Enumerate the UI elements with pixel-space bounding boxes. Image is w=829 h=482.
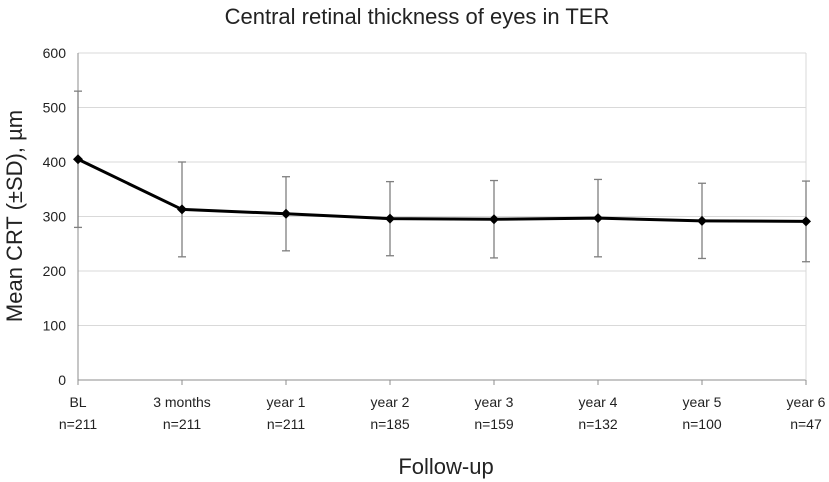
data-point-6 bbox=[697, 215, 707, 226]
x-category-2: year 1 bbox=[267, 394, 306, 410]
x-count-6: n=100 bbox=[682, 416, 722, 432]
y-tick-500: 500 bbox=[43, 100, 67, 116]
x-category-7: year 6 bbox=[787, 394, 826, 410]
series-line-0 bbox=[77, 157, 807, 223]
x-count-3: n=185 bbox=[370, 416, 410, 432]
x-axis-label: Follow-up bbox=[398, 454, 493, 479]
x-count-4: n=159 bbox=[474, 416, 514, 432]
data-point-2 bbox=[281, 208, 291, 219]
y-tick-200: 200 bbox=[43, 263, 67, 279]
y-tick-300: 300 bbox=[43, 209, 67, 225]
x-count-0: n=211 bbox=[59, 416, 97, 432]
error-bars bbox=[74, 90, 810, 263]
x-category-0: BL bbox=[69, 394, 86, 410]
data-point-4 bbox=[489, 214, 499, 225]
x-category-labels: BL n=211 3 months n=211 year 1 n=211 year 2 n=1… bbox=[59, 394, 826, 432]
x-count-5: n=132 bbox=[578, 416, 618, 432]
data-points bbox=[73, 154, 811, 227]
data-point-5 bbox=[593, 213, 603, 224]
x-count-7: n=47 bbox=[790, 416, 822, 432]
y-tick-0: 0 bbox=[58, 372, 66, 388]
gridlines bbox=[78, 52, 806, 326]
data-point-7 bbox=[801, 216, 811, 227]
y-tick-600: 600 bbox=[43, 45, 67, 61]
x-category-4: year 3 bbox=[475, 394, 514, 410]
x-category-5: year 4 bbox=[579, 394, 618, 410]
x-count-1: n=211 bbox=[163, 416, 201, 432]
data-point-0 bbox=[73, 154, 83, 165]
x-category-6: year 5 bbox=[683, 394, 722, 410]
y-tick-labels: 0 100 200 300 400 500 600 bbox=[43, 45, 67, 388]
chart-title: Central retinal thickness of eyes in TER bbox=[225, 4, 610, 29]
data-point-1 bbox=[177, 204, 187, 215]
y-axis-label: Mean CRT (±SD), µm bbox=[2, 110, 27, 322]
data-point-3 bbox=[385, 213, 395, 224]
y-tick-400: 400 bbox=[43, 154, 67, 170]
x-category-3: year 2 bbox=[371, 394, 410, 410]
x-category-1: 3 months bbox=[153, 394, 211, 410]
y-tick-100: 100 bbox=[43, 318, 67, 334]
series-line bbox=[77, 157, 807, 223]
x-count-2: n=211 bbox=[267, 416, 305, 432]
